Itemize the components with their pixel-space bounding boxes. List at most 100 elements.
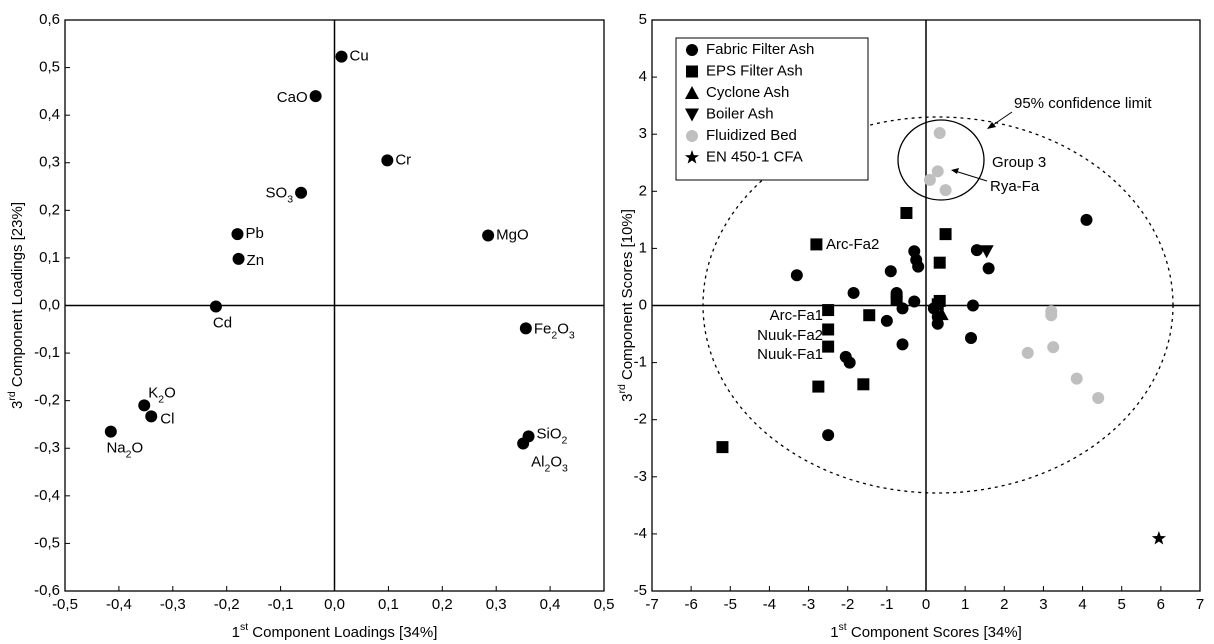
point — [1021, 346, 1034, 359]
y-tick-label: -5 — [634, 582, 647, 599]
point-label: SO3 — [266, 185, 294, 206]
point-label: Cd — [213, 314, 232, 331]
point — [232, 252, 245, 265]
x-tick-label: -5 — [724, 596, 737, 613]
arrow-head — [987, 122, 996, 129]
annotation: Arc-Fa1 — [770, 307, 823, 324]
y-tick-label: 2 — [639, 182, 647, 199]
point — [716, 441, 729, 454]
x-tick-label: -2 — [841, 596, 854, 613]
legend-label: Fabric Filter Ash — [706, 41, 814, 58]
y-tick-label: -3 — [634, 468, 647, 485]
point — [933, 127, 946, 140]
point — [934, 307, 949, 321]
y-tick-label: -1 — [634, 354, 647, 371]
x-tick-label: -7 — [645, 596, 658, 613]
point — [1045, 309, 1058, 322]
annotation: 95% confidence limit — [1014, 95, 1152, 112]
x-tick-label: 1 — [961, 596, 969, 613]
x-tick-label: -1 — [880, 596, 893, 613]
point — [822, 323, 835, 336]
point — [931, 165, 944, 178]
y-tick-label: -0,1 — [34, 344, 60, 361]
legend-label: EN 450-1 CFA — [706, 148, 803, 165]
x-tick-label: 4 — [1078, 596, 1086, 613]
annotation: Nuuk-Fa2 — [757, 327, 823, 344]
point — [1070, 372, 1083, 385]
x-tick-label: 7 — [1196, 596, 1204, 613]
legend-label: EPS Filter Ash — [706, 62, 803, 79]
point — [966, 299, 979, 312]
x-tick-label: -3 — [802, 596, 815, 613]
y-tick-label: -0,3 — [34, 439, 60, 456]
point — [933, 256, 946, 269]
point — [231, 228, 244, 241]
annotation: Rya-Fa — [990, 178, 1040, 195]
y-tick-label: 0,0 — [39, 296, 60, 313]
x-tick-label: 0,5 — [594, 596, 615, 613]
point — [822, 304, 835, 317]
point — [810, 238, 823, 251]
group-ellipse — [897, 119, 985, 201]
point-label: CaO — [277, 89, 308, 106]
point — [939, 184, 952, 197]
y-tick-label: -2 — [634, 411, 647, 428]
legend-box — [675, 37, 869, 181]
point — [965, 332, 978, 345]
point — [880, 314, 893, 327]
point — [1151, 531, 1166, 545]
y-tick-label: -0,5 — [34, 534, 60, 551]
point — [822, 340, 835, 353]
point — [104, 425, 117, 438]
annotation: Arc-Fa2 — [826, 236, 879, 253]
point — [908, 295, 921, 308]
point — [912, 260, 925, 273]
y-tick-label: 5 — [639, 11, 647, 28]
point-label: Cl — [160, 410, 174, 427]
y-tick-label: 0,3 — [39, 154, 60, 171]
point — [209, 300, 222, 313]
x-tick-label: 0 — [922, 596, 930, 613]
point — [890, 293, 903, 306]
annotation-arrow — [954, 170, 988, 182]
x-tick-label: 0,1 — [378, 596, 399, 613]
point — [138, 399, 151, 412]
y-tick-label: 3 — [639, 125, 647, 142]
point-label: Al2O3 — [531, 453, 568, 474]
x-tick-label: -0,2 — [214, 596, 240, 613]
point — [295, 186, 308, 199]
point-label: Pb — [245, 225, 263, 242]
point — [847, 286, 860, 299]
legend-label: Boiler Ash — [706, 105, 774, 122]
y-tick-label: 0 — [639, 296, 647, 313]
point — [923, 173, 936, 186]
y-tick-label: 0,5 — [39, 59, 60, 76]
x-tick-label: -4 — [763, 596, 776, 613]
point — [309, 90, 322, 103]
x-axis-title: 1st Component Loadings [34%] — [232, 621, 438, 641]
point — [979, 245, 994, 259]
x-tick-label: 6 — [1157, 596, 1165, 613]
point — [900, 206, 913, 219]
legend-label: Cyclone Ash — [706, 84, 789, 101]
x-tick-label: 0,0 — [324, 596, 345, 613]
point — [517, 437, 530, 450]
y-axis-title: 3rd Component Loadings [23%] — [6, 202, 26, 409]
point-label: Fe2O3 — [534, 320, 575, 341]
legend-marker — [686, 44, 698, 56]
x-tick-label: 0,3 — [486, 596, 507, 613]
legend-marker — [684, 150, 700, 164]
y-tick-label: 0,6 — [39, 11, 60, 28]
x-tick-label: -0,5 — [52, 596, 78, 613]
y-tick-label: -0,6 — [34, 582, 60, 599]
point — [982, 262, 995, 275]
y-axis-title: 3rd Component Scores [10%] — [616, 209, 636, 402]
y-tick-label: -0,2 — [34, 392, 60, 409]
point — [145, 410, 158, 423]
x-tick-label: -0,1 — [268, 596, 294, 613]
x-tick-label: 3 — [1039, 596, 1047, 613]
annotation: Nuuk-Fa1 — [757, 346, 823, 363]
point — [1047, 341, 1060, 354]
y-tick-label: 0,2 — [39, 201, 60, 218]
y-tick-label: 0,1 — [39, 249, 60, 266]
